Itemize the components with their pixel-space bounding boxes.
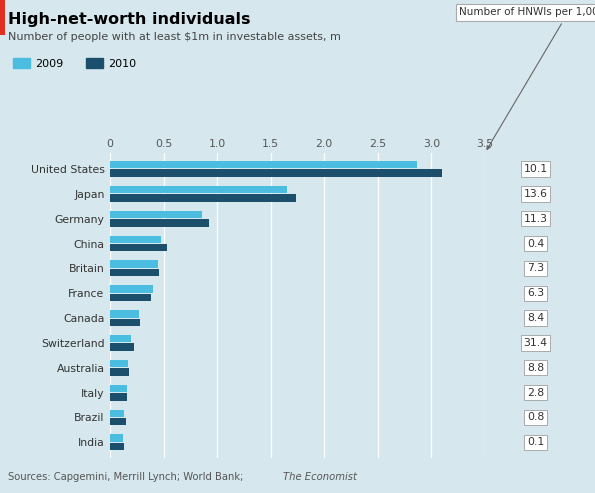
Bar <box>110 211 202 218</box>
Bar <box>110 385 127 392</box>
Text: 31.4: 31.4 <box>524 338 547 348</box>
Bar <box>110 418 126 425</box>
Bar <box>110 318 140 326</box>
Bar <box>110 443 124 450</box>
Text: 11.3: 11.3 <box>524 213 547 224</box>
Bar <box>110 219 209 227</box>
Text: Number of HNWIs per 1,000 people, 2010: Number of HNWIs per 1,000 people, 2010 <box>459 7 595 149</box>
Bar <box>110 410 124 417</box>
Text: 7.3: 7.3 <box>527 263 544 274</box>
Text: 13.6: 13.6 <box>524 189 547 199</box>
Text: High-net-worth individuals: High-net-worth individuals <box>8 12 250 27</box>
Text: 6.3: 6.3 <box>527 288 544 298</box>
Bar <box>110 244 167 251</box>
Bar <box>110 194 296 202</box>
Text: 8.4: 8.4 <box>527 313 544 323</box>
Bar <box>110 368 129 376</box>
Text: 0.8: 0.8 <box>527 413 544 423</box>
Text: The Economist: The Economist <box>283 472 357 482</box>
Bar <box>110 236 161 243</box>
Bar <box>110 310 139 317</box>
Text: Number of people with at least $1m in investable assets, m: Number of people with at least $1m in in… <box>8 32 340 42</box>
Legend: 2009, 2010: 2009, 2010 <box>13 58 136 69</box>
Bar <box>110 170 442 177</box>
Bar <box>110 294 151 301</box>
Text: 0.4: 0.4 <box>527 239 544 248</box>
Bar <box>110 161 418 169</box>
Bar <box>110 344 134 351</box>
Bar <box>110 260 158 268</box>
Bar <box>110 393 127 401</box>
Text: 0.1: 0.1 <box>527 437 544 447</box>
Text: Sources: Capgemini, Merrill Lynch; World Bank;: Sources: Capgemini, Merrill Lynch; World… <box>8 472 246 482</box>
Bar <box>110 186 287 193</box>
Bar <box>110 434 123 442</box>
Bar <box>110 285 153 293</box>
Text: 2.8: 2.8 <box>527 387 544 398</box>
Text: 10.1: 10.1 <box>524 164 547 174</box>
Bar <box>110 360 129 367</box>
Bar <box>110 269 159 277</box>
Bar <box>110 335 131 343</box>
Text: 8.8: 8.8 <box>527 363 544 373</box>
